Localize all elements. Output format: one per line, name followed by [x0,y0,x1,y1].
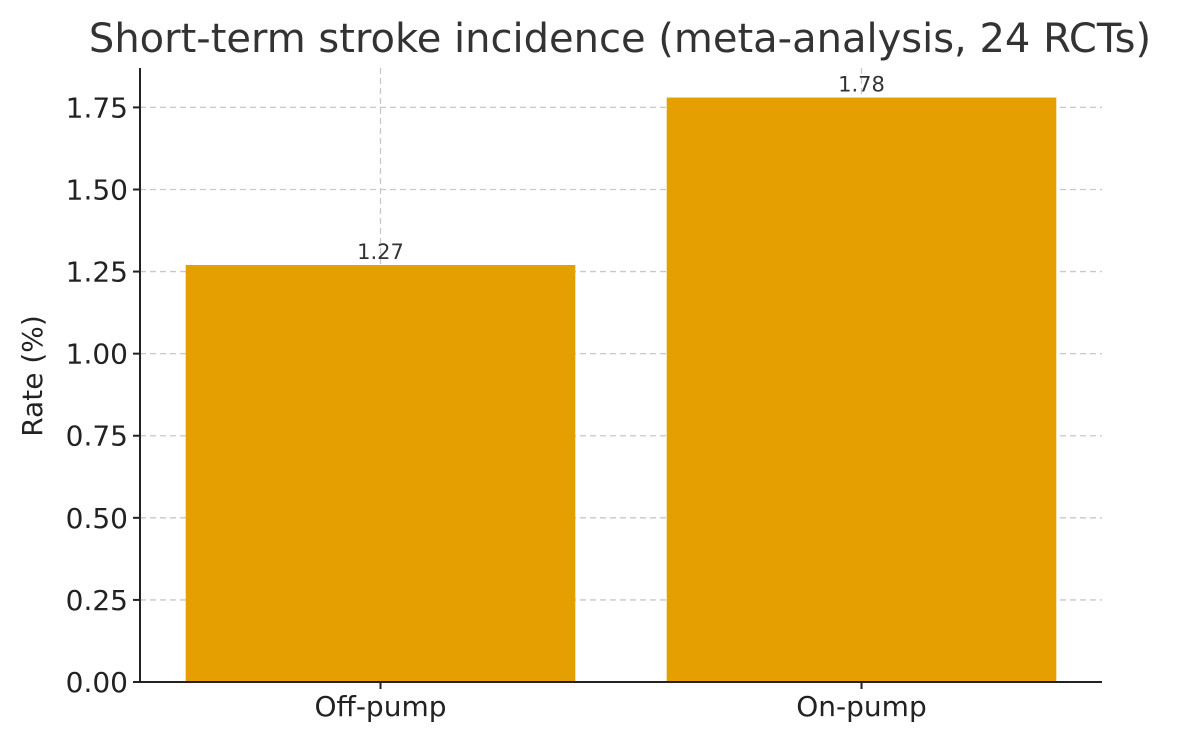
y-tick-label: 0.00 [66,666,128,699]
bar-off-pump [185,265,576,682]
y-tick-label: 0.50 [66,502,128,535]
data-label: 1.27 [357,240,404,264]
y-tick-label: 0.75 [66,420,128,453]
y-tick-label: 1.25 [66,256,128,289]
y-tick-label: 1.00 [66,338,128,371]
labels: 0.00 0.25 0.50 0.75 1.00 1.25 1.50 1.75 Off-pump… [66,73,927,723]
bars [185,97,1057,683]
x-tick-label: On-pump [796,690,926,723]
bar-on-pump [666,97,1057,683]
x-tick-label: Off-pump [314,690,446,723]
chart-title: Short-term stroke incidence (meta-analys… [89,16,1151,62]
y-tick-label: 1.75 [66,91,128,124]
y-tick-label: 0.25 [66,584,128,617]
data-label: 1.78 [838,73,885,97]
y-axis-label: Rate (%) [16,315,49,437]
y-tick-label: 1.50 [66,173,128,206]
axes [133,68,1102,689]
